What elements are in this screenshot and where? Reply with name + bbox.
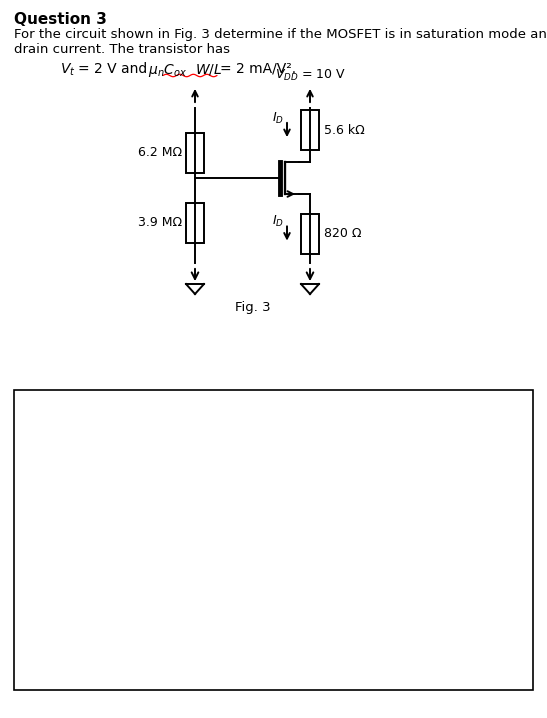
Text: $V_{DD}$ = 10 V: $V_{DD}$ = 10 V xyxy=(275,68,346,83)
Text: $I_D$: $I_D$ xyxy=(272,215,284,230)
Text: $V_t$: $V_t$ xyxy=(60,62,75,78)
Text: 820 Ω: 820 Ω xyxy=(324,227,362,240)
Text: $\mu_n C_{ox}$: $\mu_n C_{ox}$ xyxy=(148,62,187,79)
Text: = 2 mA/V².: = 2 mA/V². xyxy=(220,62,296,76)
Bar xyxy=(14,390,533,690)
Text: Fig. 3: Fig. 3 xyxy=(235,301,270,314)
Bar xyxy=(186,133,204,173)
Text: 6.2 MΩ: 6.2 MΩ xyxy=(138,146,182,159)
Text: $I_D$: $I_D$ xyxy=(272,111,284,126)
Text: Question 3: Question 3 xyxy=(14,12,107,27)
Text: drain current. The transistor has: drain current. The transistor has xyxy=(14,43,230,56)
Text: = 2 V and: = 2 V and xyxy=(78,62,152,76)
Text: 3.9 MΩ: 3.9 MΩ xyxy=(138,217,182,230)
Bar xyxy=(301,110,319,150)
Bar xyxy=(301,213,319,253)
Text: 5.6 kΩ: 5.6 kΩ xyxy=(324,123,365,136)
Text: For the circuit shown in Fig. 3 determine if the MOSFET is in saturation mode an: For the circuit shown in Fig. 3 determin… xyxy=(14,28,547,41)
Bar xyxy=(186,203,204,243)
Text: $W/L$: $W/L$ xyxy=(195,62,222,77)
